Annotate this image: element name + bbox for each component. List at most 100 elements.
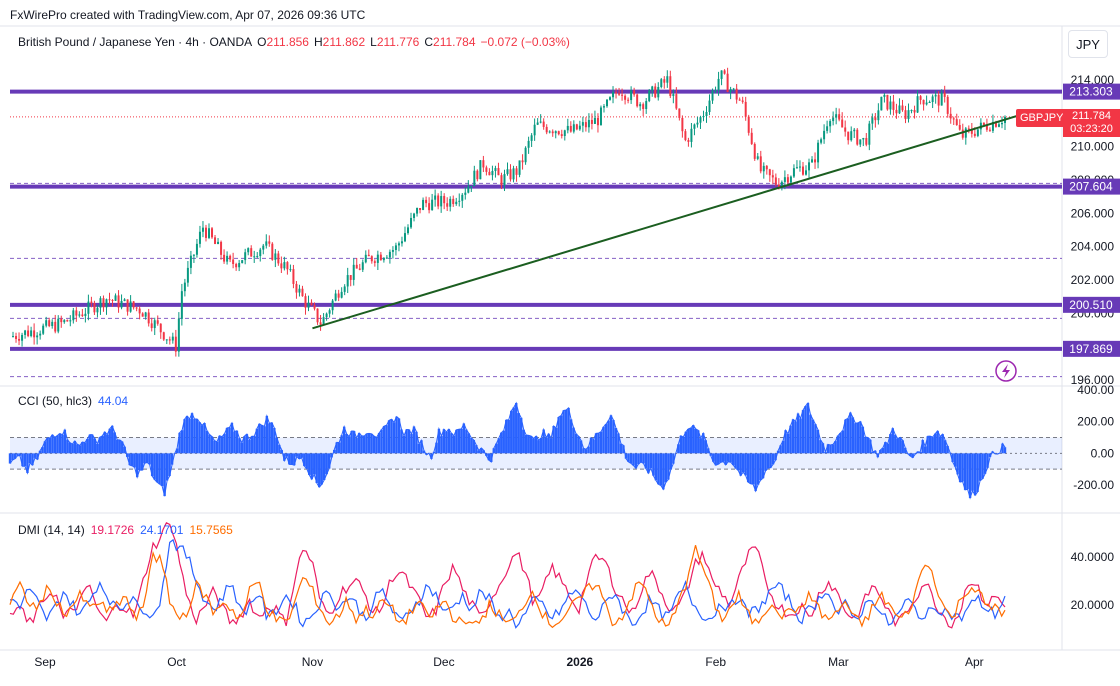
candle-body	[750, 132, 753, 144]
last-price-box: 211.784 03:23:20	[1063, 109, 1120, 137]
time-tick-label: 2026	[566, 655, 593, 669]
level-tag-box	[1063, 83, 1120, 100]
candle-body	[669, 76, 672, 96]
candle-body	[602, 106, 605, 108]
candle-body	[720, 70, 723, 79]
candle-body	[75, 310, 78, 316]
candle-body	[684, 131, 687, 141]
cci-legend[interactable]: CCI (50, hlc3) 44.04	[18, 394, 128, 408]
candle-body	[150, 323, 153, 329]
candle-body	[768, 169, 771, 176]
candle-body	[575, 124, 578, 130]
candle-body	[690, 128, 693, 142]
candle-body	[410, 217, 413, 228]
candle-body	[994, 121, 997, 127]
candle-body	[431, 199, 434, 211]
candle-body	[892, 101, 895, 110]
candle-body	[753, 143, 756, 159]
candle-body	[265, 241, 268, 246]
candle-body	[262, 245, 265, 250]
support-trendline[interactable]	[312, 115, 1018, 330]
candle-body	[39, 333, 42, 336]
candle-body	[503, 174, 506, 186]
candle-body	[168, 339, 171, 341]
time-axis-labels: Sep Oct Nov Dec 2026 Feb Mar Apr	[34, 655, 983, 669]
candle-body	[539, 121, 542, 123]
candle-body	[524, 147, 527, 163]
candle-body	[961, 129, 964, 138]
candle-body	[934, 94, 937, 97]
candle-body	[910, 110, 913, 112]
candle-body	[129, 301, 132, 312]
candle-body	[618, 93, 621, 95]
candle-body	[301, 288, 304, 297]
currency-button[interactable]: JPY	[1068, 30, 1108, 58]
candle-body	[771, 175, 774, 178]
candle-body	[48, 320, 51, 327]
candle-body	[675, 94, 678, 109]
candle-body	[612, 92, 615, 98]
candle-body	[759, 156, 762, 172]
symbol-legend: British Pound / Japanese Yen · 4h · OAND…	[18, 35, 570, 49]
candle-body	[651, 86, 654, 91]
candle-body	[928, 102, 931, 104]
candle-body	[783, 177, 786, 182]
candle-body	[808, 162, 811, 171]
candle-body	[253, 256, 256, 258]
high-value: 211.862	[322, 35, 366, 49]
candle-body	[865, 138, 868, 145]
candle-body	[937, 94, 940, 106]
candle-body	[57, 318, 60, 332]
dmi-legend[interactable]: DMI (14, 14) 19.1726 24.1701 15.7565	[18, 523, 233, 537]
candle-body	[949, 113, 952, 119]
candle-body	[997, 124, 1000, 127]
candle-body	[416, 207, 419, 214]
candle-body	[859, 139, 862, 145]
open-label: O	[257, 35, 267, 49]
candle-body	[18, 338, 21, 341]
level-tag-box	[1063, 296, 1120, 313]
cci-tick-label: 400.00	[1077, 383, 1114, 397]
candle-body	[560, 134, 563, 136]
candle-body	[45, 320, 48, 326]
candle-body	[201, 227, 204, 232]
candle-body	[277, 253, 280, 264]
candle-body	[443, 196, 446, 204]
candle-body	[895, 109, 898, 114]
candle-body	[337, 293, 340, 298]
candle-body	[229, 255, 232, 260]
candle-body	[437, 195, 440, 207]
candle-body	[446, 203, 449, 207]
candle-body	[316, 308, 319, 323]
candle-body	[609, 97, 612, 100]
candle-body	[81, 314, 84, 317]
candle-body	[319, 322, 322, 325]
candle-body	[862, 138, 865, 140]
candle-body	[844, 127, 847, 132]
candle-body	[624, 95, 627, 100]
candle-body	[838, 114, 841, 120]
level-tag-box	[1063, 178, 1120, 195]
candle-body	[654, 86, 657, 98]
candle-body	[883, 94, 886, 97]
candle-body	[964, 128, 967, 138]
lightning-icon[interactable]	[995, 360, 1017, 382]
candle-body	[241, 260, 244, 264]
candle-body	[93, 303, 96, 313]
candle-body	[455, 201, 458, 205]
candle-body	[307, 302, 310, 308]
candle-body	[985, 124, 988, 130]
candle-body	[180, 291, 183, 319]
candle-body	[132, 301, 135, 308]
candle-body	[756, 156, 759, 159]
candle-body	[533, 124, 536, 136]
horizontal-levels	[10, 89, 1062, 378]
candle-body	[642, 104, 645, 110]
level-tag-label: 213.303	[1069, 85, 1113, 99]
candle-body	[530, 135, 533, 141]
symbol-title[interactable]: British Pound / Japanese Yen · 4h · OAND…	[18, 35, 253, 49]
candle-body	[732, 88, 735, 90]
candle-body	[298, 288, 301, 293]
candle-body	[413, 213, 416, 218]
